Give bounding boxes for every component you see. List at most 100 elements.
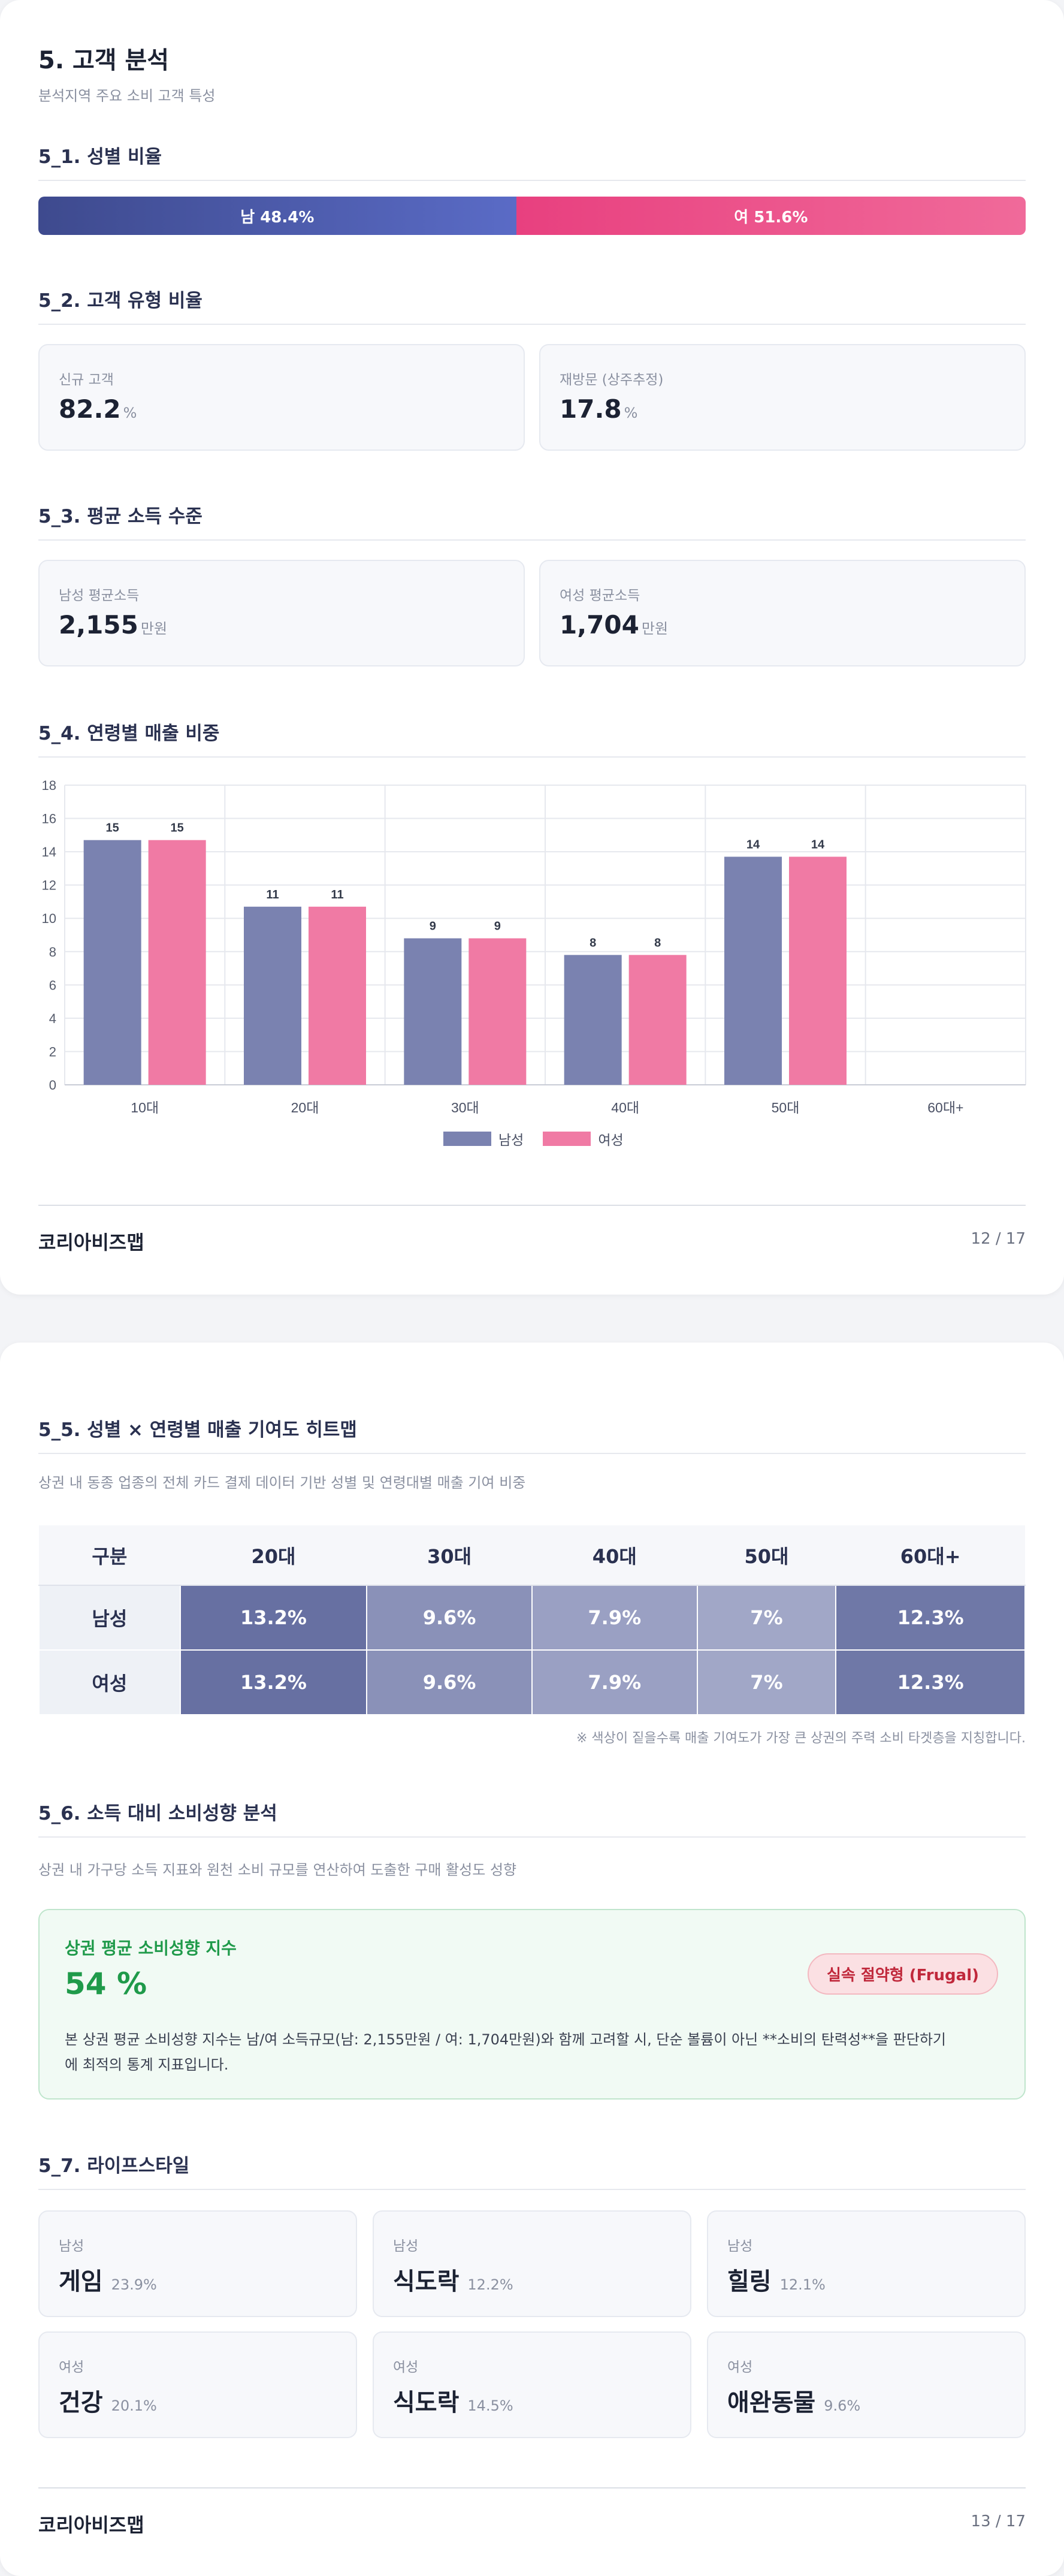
lifestyle-name: 건강 20.1% — [59, 2389, 157, 2417]
heatmap-row-label: 여성 — [38, 1649, 181, 1715]
bar-male — [244, 906, 301, 1085]
lifestyle-card: 남성 식도락 12.2% — [373, 2210, 691, 2317]
y-tick-label: 2 — [49, 1044, 56, 1059]
propensity-card: 상권 평균 소비성향 지수 54 % 실속 절약형 (Frugal) 본 상권 … — [38, 1909, 1026, 2100]
heatmap-cell: 7.9% — [531, 1585, 698, 1651]
heatmap-header-cell: 구분 — [39, 1525, 180, 1586]
divider — [38, 1836, 1026, 1838]
data-label: 8 — [654, 936, 661, 949]
lifestyle-card: 여성 건강 20.1% — [38, 2331, 357, 2438]
legend-label-female: 여성 — [598, 1133, 624, 1148]
divider — [38, 180, 1026, 181]
card-value: 17.8% — [560, 394, 638, 424]
propensity-desc-line1: 본 상권 평균 소비성향 지수는 남/여 소득규모(남: 2,155만원 / 여… — [65, 2031, 946, 2048]
lifestyle-card: 여성 애완동물 9.6% — [707, 2331, 1026, 2438]
female-share-segment: 여 51.6% — [516, 197, 1026, 235]
card-label: 여성 평균소득 — [560, 588, 640, 604]
heatmap-heading: 5_5. 성별 × 연령별 매출 기여도 히트맵 — [38, 1419, 357, 1441]
bar-male — [404, 938, 462, 1085]
data-label: 15 — [171, 822, 184, 835]
revisit-customer-card: 재방문 (상주추정) 17.8% — [539, 344, 1026, 451]
heatmap-cell: 13.2% — [179, 1649, 368, 1715]
legend-swatch-male — [443, 1132, 491, 1146]
gender-age-heatmap: 구분 20대 30대 40대 50대 60대+ 남성 13.2% 9.6% 7.… — [38, 1525, 1026, 1715]
heatmap-header-row: 구분 20대 30대 40대 50대 60대+ — [39, 1525, 1025, 1586]
chart-legend: 남성 여성 — [443, 1129, 624, 1149]
heatmap-cell: 9.6% — [366, 1585, 533, 1651]
page-number: 12 / 17 — [971, 1230, 1026, 1248]
heatmap-cell: 7% — [696, 1649, 837, 1715]
lifestyle-name: 식도락 14.5% — [393, 2389, 513, 2417]
age-sales-heading: 5_4. 연령별 매출 비중 — [38, 723, 220, 744]
footer-divider — [38, 1205, 1026, 1206]
report-page-12: 5. 고객 분석 분석지역 주요 소비 고객 특성 5_1. 성별 비율 남 4… — [0, 0, 1064, 1295]
card-value: 2,155 만원 — [59, 610, 168, 640]
footer-divider — [38, 2487, 1026, 2488]
x-tick-label: 40대 — [611, 1100, 639, 1115]
divider — [38, 1453, 1026, 1454]
propensity-desc-line2: 에 최적의 통계 지표입니다. — [65, 2056, 229, 2073]
heatmap-note: ※ 색상이 짙을수록 매출 기여도가 가장 큰 상권의 주력 소비 타겟층을 지… — [576, 1731, 1026, 1746]
heatmap-header-cell: 20대 — [180, 1525, 367, 1586]
female-income-card: 여성 평균소득 1,704 만원 — [539, 560, 1026, 666]
x-tick-label: 30대 — [451, 1100, 479, 1115]
y-tick-label: 6 — [49, 978, 56, 993]
propensity-heading: 5_6. 소득 대비 소비성향 분석 — [38, 1803, 277, 1824]
divider — [38, 756, 1026, 758]
bar-female — [628, 955, 687, 1085]
y-tick-label: 16 — [42, 812, 56, 827]
heatmap-header-cell: 50대 — [697, 1525, 836, 1586]
legend-swatch-female — [543, 1132, 591, 1146]
data-label: 9 — [494, 920, 501, 933]
data-label: 14 — [746, 838, 760, 851]
lifestyle-gender: 남성 — [59, 2239, 84, 2254]
data-label: 14 — [811, 838, 825, 851]
section-subtitle: 분석지역 주요 소비 고객 특성 — [38, 88, 216, 104]
divider — [38, 539, 1026, 541]
gender-ratio-heading: 5_1. 성별 비율 — [38, 146, 162, 168]
lifestyle-card: 남성 힐링 12.1% — [707, 2210, 1026, 2317]
bar-male — [83, 840, 141, 1085]
bar-female — [309, 906, 366, 1085]
divider — [38, 2189, 1026, 2190]
legend-label-male: 남성 — [498, 1133, 524, 1148]
y-tick-label: 0 — [49, 1078, 56, 1093]
lifestyle-name: 힐링 12.1% — [727, 2268, 826, 2296]
y-tick-label: 10 — [42, 911, 56, 926]
lifestyle-card: 남성 게임 23.9% — [38, 2210, 357, 2317]
card-label: 신규 고객 — [59, 372, 114, 388]
lifestyle-gender: 남성 — [727, 2239, 753, 2254]
heatmap-cell: 12.3% — [835, 1649, 1026, 1715]
gender-ratio-bar: 남 48.4% 여 51.6% — [38, 197, 1026, 235]
data-label: 9 — [430, 920, 436, 933]
x-tick-label: 50대 — [772, 1100, 800, 1115]
customer-type-heading: 5_2. 고객 유형 비율 — [38, 290, 202, 312]
heatmap-header-cell: 60대+ — [836, 1525, 1025, 1586]
lifestyle-heading: 5_7. 라이프스타일 — [38, 2155, 190, 2177]
lifestyle-gender: 여성 — [727, 2360, 753, 2375]
y-tick-label: 18 — [42, 778, 56, 793]
new-customer-card: 신규 고객 82.2% — [38, 344, 525, 451]
heatmap-cell: 7.9% — [531, 1649, 698, 1715]
page-number: 13 / 17 — [971, 2512, 1026, 2530]
heatmap-row-female: 여성 13.2% 9.6% 7.9% 7% 12.3% — [38, 1649, 1026, 1715]
x-tick-label: 60대+ — [927, 1100, 963, 1115]
lifestyle-name: 애완동물 9.6% — [727, 2389, 861, 2417]
bar-male — [724, 856, 782, 1085]
propensity-type-badge: 실속 절약형 (Frugal) — [808, 1953, 998, 1995]
card-label: 재방문 (상주추정) — [560, 372, 664, 388]
lifestyle-gender: 남성 — [393, 2239, 419, 2254]
income-heading: 5_3. 평균 소득 수준 — [38, 506, 202, 527]
lifestyle-name: 식도락 12.2% — [393, 2268, 513, 2296]
heatmap-header-cell: 40대 — [531, 1525, 697, 1586]
x-tick-label: 20대 — [291, 1100, 319, 1115]
card-label: 남성 평균소득 — [59, 588, 140, 604]
heatmap-cell: 12.3% — [835, 1585, 1026, 1651]
data-label: 11 — [331, 888, 343, 901]
lifestyle-gender: 여성 — [59, 2360, 84, 2375]
age-sales-bar-chart: 0 2 4 6 8 10 12 14 16 18 10대 15 15 20대 11 11 30대 9 9 40대 8 8 5… — [42, 778, 1026, 1115]
x-tick-label: 10대 — [131, 1100, 159, 1115]
divider — [38, 324, 1026, 325]
heatmap-header-cell: 30대 — [367, 1525, 532, 1586]
propensity-value: 54 % — [65, 1966, 147, 2001]
